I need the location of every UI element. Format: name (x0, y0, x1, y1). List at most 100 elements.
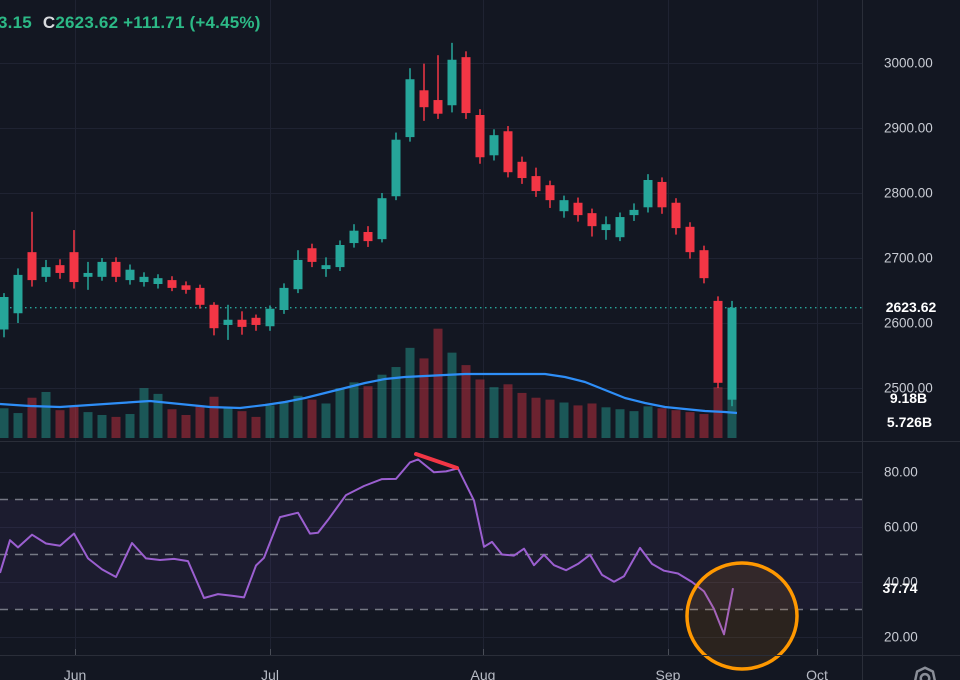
candle (27, 211, 37, 287)
candle (461, 51, 471, 119)
candle (83, 261, 93, 290)
candle (713, 296, 723, 388)
volume-bar (615, 409, 625, 438)
candle-body (111, 261, 121, 277)
price-axis-label: 2600.00 (884, 315, 933, 331)
candle-body (685, 226, 695, 253)
volume-bar (573, 405, 583, 438)
volume-bar (111, 416, 121, 438)
volume-bar (293, 395, 303, 438)
candle (601, 216, 611, 240)
volume-bar (97, 414, 107, 438)
legend-close-label: C (42, 13, 56, 32)
candle-body (307, 248, 317, 262)
candle-body (265, 308, 275, 327)
volume-bar (251, 416, 261, 438)
candle (699, 245, 709, 284)
candle-body (0, 297, 9, 330)
candle (69, 230, 79, 289)
rsi-axis-label: 80.00 (884, 464, 918, 480)
candle (643, 174, 653, 213)
candle-body (167, 280, 177, 288)
last-price-badge: 2623.62 (885, 299, 937, 315)
volume-bar (125, 414, 135, 438)
volume-bar (41, 391, 51, 438)
legend-low-fragment: 3.15 (0, 13, 32, 32)
candle-body (671, 202, 681, 229)
candle-body (293, 259, 303, 290)
price-axis[interactable]: 20.00 40.00 60.00 80.00 2500.00 2600.00 2700.0… (862, 0, 960, 656)
candle (125, 264, 135, 285)
candle-body (405, 79, 415, 138)
candle (433, 55, 443, 119)
candle (727, 300, 737, 407)
rsi-line (0, 458, 734, 636)
candle-body (419, 90, 429, 108)
highlight-ellipse-annotation[interactable] (685, 561, 799, 671)
time-axis[interactable]: Jun Jul Aug Sep Oct (0, 656, 960, 680)
candle (321, 257, 331, 277)
volume-bar (489, 387, 499, 438)
volume-bar (0, 408, 9, 438)
candle-body (251, 317, 261, 325)
candle-body (643, 180, 653, 208)
legend-close-value: 2623.62 (55, 13, 119, 32)
volume-bar (671, 410, 681, 438)
candle (587, 208, 597, 237)
candle-body (503, 131, 513, 173)
candle (419, 63, 429, 121)
volume-bar (531, 397, 541, 438)
candle-body (573, 202, 583, 216)
volume-bar (601, 407, 611, 438)
volume-bar (13, 413, 23, 438)
volume-bar (517, 392, 527, 438)
candle-body (531, 176, 541, 192)
volume-bar (195, 405, 205, 438)
candle-body (657, 181, 667, 208)
rsi-axis-label: 60.00 (884, 519, 918, 535)
candle-body (545, 185, 555, 201)
time-axis-label: Oct (806, 667, 828, 680)
volume-bar (223, 407, 233, 438)
candle (559, 195, 569, 218)
candle (391, 132, 401, 201)
candle-body (629, 209, 639, 216)
candle (251, 314, 261, 331)
volume-bar (503, 384, 513, 438)
candle-body (349, 230, 359, 244)
candle-body (433, 100, 443, 114)
candle (503, 126, 513, 178)
settings-gear-icon[interactable] (910, 664, 940, 680)
rsi-axis-label: 20.00 (884, 629, 918, 645)
volume-bar (545, 399, 555, 438)
candle-body (713, 300, 723, 383)
candle-body (223, 319, 233, 325)
candle (265, 305, 275, 331)
candle (685, 222, 695, 259)
volume-bar (27, 397, 37, 438)
volume-bar (69, 406, 79, 438)
candle (545, 180, 555, 208)
volume-bar (685, 412, 695, 438)
candle (405, 68, 415, 142)
candle-body (447, 59, 457, 106)
trendline-annotation[interactable] (414, 452, 459, 470)
candle-body (321, 265, 331, 270)
candle-body (181, 285, 191, 290)
volume-bar (643, 406, 653, 438)
time-axis-label: Jun (63, 667, 87, 680)
volume-bar (209, 396, 219, 438)
candle (517, 156, 527, 184)
candle-body (69, 252, 79, 283)
candle-body (13, 274, 23, 314)
volume-bar (349, 382, 359, 438)
candle (349, 224, 359, 248)
volume-bar (167, 409, 177, 438)
candle-body (195, 287, 205, 305)
candle (195, 284, 205, 309)
candle (167, 276, 177, 292)
candle-body (559, 200, 569, 212)
candle-body (461, 57, 471, 114)
